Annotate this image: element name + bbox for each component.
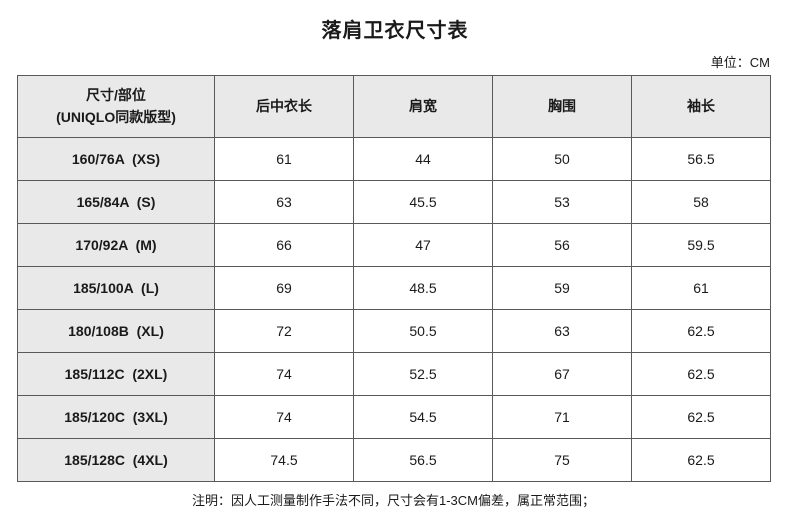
size-row-label: 185/120C (3XL) <box>17 395 215 439</box>
measurement-cell: 52.5 <box>353 352 493 396</box>
measurement-cell: 45.5 <box>353 180 493 224</box>
table-row: 160/76A (XS) 61 44 50 56.5 <box>17 137 771 181</box>
unit-label: 单位：CM <box>710 55 770 70</box>
size-row-label: 185/128C (4XL) <box>17 438 215 482</box>
size-row-label: 165/84A (S) <box>17 180 215 224</box>
measurement-cell: 62.5 <box>631 438 771 482</box>
measurement-cell: 62.5 <box>631 352 771 396</box>
table-row: 180/108B (XL) 72 50.5 63 62.5 <box>17 309 771 353</box>
size-row-label: 180/108B (XL) <box>17 309 215 353</box>
measurement-cell: 56.5 <box>353 438 493 482</box>
header-sleeve-length: 袖长 <box>631 75 771 138</box>
measurement-cell: 54.5 <box>353 395 493 439</box>
header-row: 尺寸/部位 (UNIQLO同款版型) 后中衣长 肩宽 胸围 袖长 <box>17 75 771 138</box>
measurement-cell: 67 <box>492 352 632 396</box>
size-row-label: 185/100A (L) <box>17 266 215 310</box>
header-chest: 胸围 <box>492 75 632 138</box>
measurement-cell: 62.5 <box>631 395 771 439</box>
measurement-cell: 71 <box>492 395 632 439</box>
measurement-cell: 66 <box>214 223 354 267</box>
measurement-cell: 61 <box>214 137 354 181</box>
measurement-cell: 50.5 <box>353 309 493 353</box>
table-row: 185/128C (4XL) 74.5 56.5 75 62.5 <box>17 438 771 482</box>
size-chart-page: 落肩卫衣尺寸表 单位：CM 尺寸/部位 (UNIQLO同款版型) 后中衣长 肩宽… <box>17 20 771 508</box>
measurement-cell: 50 <box>492 137 632 181</box>
measurement-cell: 75 <box>492 438 632 482</box>
size-row-label: 160/76A (XS) <box>17 137 215 181</box>
size-row-label: 170/92A (M) <box>17 223 215 267</box>
measurement-cell: 58 <box>631 180 771 224</box>
header-size-part: 尺寸/部位 (UNIQLO同款版型) <box>17 75 215 138</box>
table-row: 185/112C (2XL) 74 52.5 67 62.5 <box>17 352 771 396</box>
page-title: 落肩卫衣尺寸表 <box>321 20 469 42</box>
measurement-cell: 47 <box>353 223 493 267</box>
measurement-cell: 72 <box>214 309 354 353</box>
table-row: 185/100A (L) 69 48.5 59 61 <box>17 266 771 310</box>
measurement-cell: 59 <box>492 266 632 310</box>
header-shoulder-width: 肩宽 <box>353 75 493 138</box>
measurement-cell: 62.5 <box>631 309 771 353</box>
measurement-cell: 74 <box>214 352 354 396</box>
size-row-label: 185/112C (2XL) <box>17 352 215 396</box>
table-row: 170/92A (M) 66 47 56 59.5 <box>17 223 771 267</box>
measurement-cell: 61 <box>631 266 771 310</box>
size-table: 尺寸/部位 (UNIQLO同款版型) 后中衣长 肩宽 胸围 袖长 160/76A… <box>17 75 771 482</box>
note-text: 注明：因人工测量制作手法不同，尺寸会有1-3CM偏差，属正常范围； <box>191 493 595 508</box>
measurement-cell: 53 <box>492 180 632 224</box>
measurement-cell: 74 <box>214 395 354 439</box>
measurement-cell: 74.5 <box>214 438 354 482</box>
measurement-cell: 63 <box>214 180 354 224</box>
header-back-center-length: 后中衣长 <box>214 75 354 138</box>
measurement-cell: 48.5 <box>353 266 493 310</box>
measurement-cell: 56.5 <box>631 137 771 181</box>
table-row: 185/120C (3XL) 74 54.5 71 62.5 <box>17 395 771 439</box>
table-row: 165/84A (S) 63 45.5 53 58 <box>17 180 771 224</box>
measurement-cell: 59.5 <box>631 223 771 267</box>
measurement-cell: 56 <box>492 223 632 267</box>
measurement-cell: 44 <box>353 137 493 181</box>
measurement-cell: 69 <box>214 266 354 310</box>
measurement-cell: 63 <box>492 309 632 353</box>
